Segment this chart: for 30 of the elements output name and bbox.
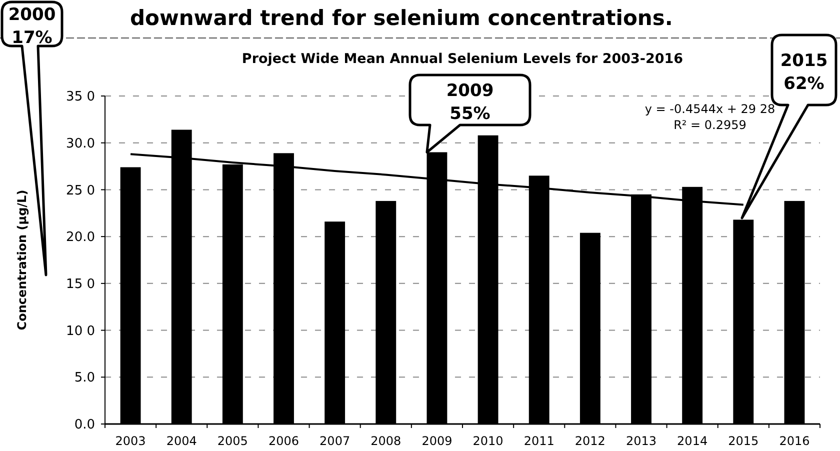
x-tick-label: 2010 (472, 434, 504, 448)
y-tick-label: 20.0 (66, 230, 95, 246)
x-tick-label: 2004 (166, 434, 197, 448)
y-tick-label: 25 0 (66, 183, 95, 198)
y-tick-label: 15 0 (66, 276, 95, 292)
text: 2015 62% (780, 51, 828, 94)
x-tick-label: 2016 (779, 434, 810, 448)
x-tick-label: 2009 (422, 434, 452, 448)
annotation: y = -0.4544x + 29 28 (644, 102, 776, 116)
x-tick-label: 2012 (574, 434, 606, 448)
x-tick-label: 2003 (115, 434, 146, 448)
y-tick-label: 35 0 (66, 90, 95, 105)
annotation: R² = 0.2959 (674, 118, 746, 132)
x-tick-label: 2014 (677, 434, 708, 448)
x-tick-label: 2006 (268, 434, 300, 448)
text: downward trend for selenium concentrations. (130, 6, 673, 30)
x-tick-label: 2011 (524, 434, 554, 448)
y-tick-label: 0.0 (74, 418, 95, 433)
y-tick-label: 10 0 (66, 324, 95, 339)
chart-title: Project Wide Mean Annual Selenium Levels for 2003-2016 (242, 51, 684, 67)
y-axis-title: Concentration (µg/L) (15, 190, 29, 330)
x-tick-label: 2013 (626, 434, 657, 448)
x-tick-label: 2015 (728, 434, 759, 448)
x-tick-label: 2007 (320, 434, 350, 448)
annotation: 2009 55% (446, 81, 494, 124)
x-tick-label: 2005 (217, 434, 248, 448)
y-tick-label: 30.0 (66, 136, 95, 152)
x-tick-label: 2008 (370, 434, 402, 448)
text: 2000 17% (8, 5, 56, 48)
y-tick-label: 5.0 (74, 370, 95, 386)
